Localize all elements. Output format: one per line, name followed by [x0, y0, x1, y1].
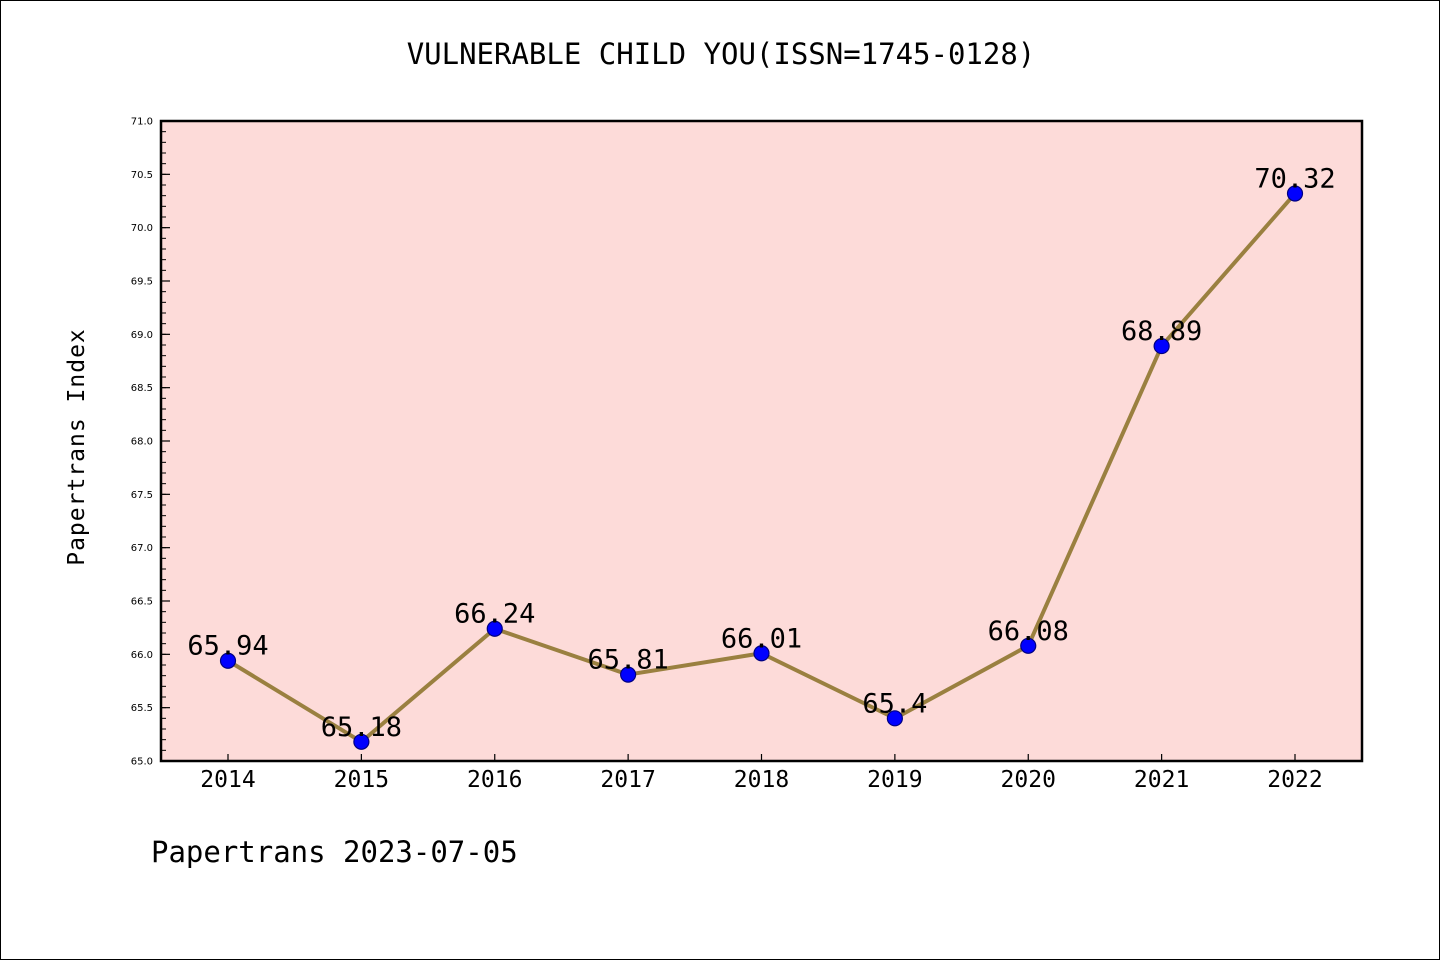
data-point — [753, 645, 770, 662]
x-tick-label: 2015 — [334, 767, 389, 793]
data-label: 65.81 — [587, 645, 668, 676]
y-tick-label: 68.0 — [131, 437, 153, 448]
y-axis: 65.0 65.5 66.0 66.5 67.0 67.5 68.0 68.5 69.0 69.5… — [131, 117, 170, 768]
footer-text: Papertrans 2023-07-05 — [151, 835, 518, 869]
data-label: 65.18 — [321, 712, 402, 743]
data-point — [1286, 185, 1304, 202]
x-axis: 2014 2015 2016 2017 2018 2019 2020 2021 2022 — [200, 754, 1323, 793]
data-label: 65.94 — [187, 631, 268, 662]
data-label: 68.89 — [1121, 316, 1202, 347]
data-label: 66.08 — [988, 616, 1069, 647]
y-tick-label: 70.5 — [131, 170, 153, 181]
y-tick-label: 67.0 — [131, 543, 153, 554]
x-tick-label: 2018 — [734, 767, 789, 793]
y-tick-label: 71.0 — [131, 117, 153, 128]
y-tick-label: 70.0 — [131, 223, 153, 234]
data-point — [1153, 337, 1170, 355]
data-point — [620, 666, 637, 683]
x-tick-label: 2020 — [1001, 767, 1056, 793]
plot-background — [161, 121, 1362, 761]
data-point — [486, 620, 503, 637]
plot-border — [159, 119, 1364, 763]
data-point — [353, 733, 370, 750]
data-label: 70.32 — [1254, 164, 1335, 195]
y-tick-label: 65.5 — [131, 703, 153, 714]
x-tick-label: 2014 — [200, 767, 255, 793]
chart-title: VULNERABLE CHILD YOU(ISSN=1745-0128) — [406, 37, 1036, 71]
y-tick-label: 68.5 — [131, 383, 153, 394]
data-point — [886, 710, 903, 727]
data-label: 65.4 — [862, 688, 927, 719]
x-tick-label: 2021 — [1134, 767, 1189, 793]
data-point — [1020, 637, 1037, 654]
y-tick-label: 69.0 — [131, 330, 153, 341]
data-label: 66.24 — [454, 599, 535, 630]
data-label: 66.01 — [721, 623, 802, 654]
x-tick-label: 2017 — [600, 767, 655, 793]
y-tick-label: 66.0 — [131, 650, 153, 661]
y-tick-label: 69.5 — [131, 277, 153, 288]
y-tick-label: 66.5 — [131, 597, 153, 608]
x-tick-label: 2022 — [1267, 767, 1322, 793]
data-point — [219, 652, 237, 669]
series-group: 65.94 65.18 66.24 65.81 66.01 65.4 66.08 68.89 7… — [187, 164, 1336, 750]
x-tick-label: 2019 — [867, 767, 922, 793]
y-tick-label: 65.0 — [131, 757, 153, 768]
y-tick-label: 67.5 — [131, 490, 153, 501]
x-tick-label: 2016 — [467, 767, 522, 793]
